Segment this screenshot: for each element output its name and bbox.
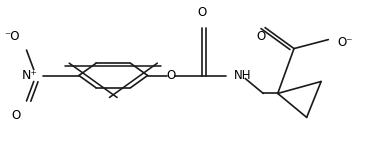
Text: NH: NH — [235, 69, 252, 82]
Text: N⁺: N⁺ — [21, 69, 37, 82]
Text: O: O — [257, 30, 266, 43]
Text: O: O — [197, 6, 207, 19]
Text: O⁻: O⁻ — [337, 36, 353, 49]
Text: O: O — [167, 69, 176, 82]
Text: ⁻O: ⁻O — [4, 30, 19, 43]
Text: O: O — [12, 109, 21, 122]
